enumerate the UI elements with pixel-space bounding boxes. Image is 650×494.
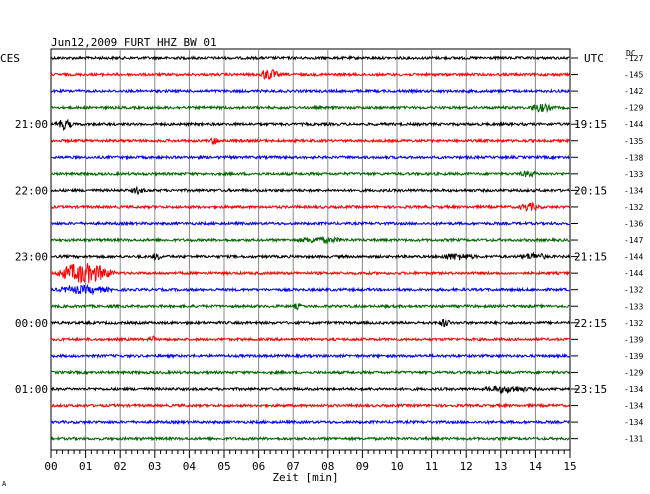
dc-offset-label: -127 xyxy=(624,54,643,63)
dc-offset-label: -133 xyxy=(624,170,643,179)
right-timezone-label: UTC xyxy=(584,52,604,65)
x-tick-label: 15 xyxy=(563,460,576,473)
seismogram-trace xyxy=(50,235,570,245)
dc-offset-label: -145 xyxy=(624,71,643,80)
dc-offset-label: -131 xyxy=(624,435,643,444)
dc-offset-label: -134 xyxy=(624,402,643,411)
seismogram-trace xyxy=(50,335,570,343)
seismogram-trace xyxy=(50,419,570,426)
right-time-label: 22:15 xyxy=(574,317,607,330)
dc-offset-label: -134 xyxy=(624,418,643,427)
seismogram-trace xyxy=(50,283,570,296)
dc-offset-label: -129 xyxy=(624,368,643,377)
x-tick-label: 08 xyxy=(321,460,334,473)
seismogram-trace xyxy=(50,402,570,409)
left-time-label: 00:00 xyxy=(15,317,48,330)
dc-offset-label: -136 xyxy=(624,220,643,229)
dc-offset-label: -147 xyxy=(624,236,643,245)
seismogram-trace xyxy=(50,170,570,178)
x-tick-label: 03 xyxy=(148,460,161,473)
dc-offset-label: -132 xyxy=(624,319,643,328)
dc-offset-label: -139 xyxy=(624,352,643,361)
x-tick-label: 06 xyxy=(252,460,265,473)
seismogram-trace xyxy=(50,201,570,213)
seismogram-trace xyxy=(50,352,570,360)
seismogram-trace xyxy=(50,319,570,328)
chart-title: Jun12,2009 FURT HHZ BW 01 xyxy=(51,36,217,49)
seismogram-trace xyxy=(50,55,570,62)
dc-label: DC xyxy=(626,49,636,58)
seismogram-trace xyxy=(50,302,570,311)
seismogram-trace xyxy=(50,69,570,80)
seismogram-trace xyxy=(50,263,570,285)
seismogram-trace xyxy=(50,137,570,146)
left-time-label: 23:00 xyxy=(15,251,48,264)
seismogram-trace xyxy=(50,102,570,113)
seismogram-trace xyxy=(50,435,570,442)
seismogram-trace xyxy=(50,385,570,395)
right-time-label: 19:15 xyxy=(574,118,607,131)
dc-offset-label: -135 xyxy=(624,137,643,146)
left-timezone-label: CES xyxy=(0,52,20,65)
x-tick-label: 13 xyxy=(494,460,507,473)
seismogram-trace xyxy=(50,185,570,196)
seismogram-trace xyxy=(50,220,570,227)
dc-offset-label: -134 xyxy=(624,186,643,195)
right-time-label: 21:15 xyxy=(574,251,607,264)
dc-offset-label: -133 xyxy=(624,302,643,311)
x-tick-label: 10 xyxy=(390,460,403,473)
x-tick-label: 14 xyxy=(529,460,543,473)
x-axis-label: Zeit [min] xyxy=(272,471,338,484)
dc-offset-label: -134 xyxy=(624,385,643,394)
seismogram-trace xyxy=(51,118,570,132)
seismogram-trace xyxy=(50,87,570,95)
dc-offset-label: -142 xyxy=(624,87,643,96)
x-tick-label: 01 xyxy=(79,460,92,473)
seismogram-trace xyxy=(50,154,570,161)
dc-offset-label: -138 xyxy=(624,153,643,162)
left-time-label: 21:00 xyxy=(15,118,48,131)
dc-offset-label: -132 xyxy=(624,203,643,212)
left-time-label: 01:00 xyxy=(15,383,48,396)
x-tick-label: 12 xyxy=(460,460,473,473)
left-time-label: 22:00 xyxy=(15,184,48,197)
grid xyxy=(50,48,578,458)
dc-offset-label: -139 xyxy=(624,335,643,344)
dc-offset-label: -144 xyxy=(624,120,643,129)
x-tick-label: 07 xyxy=(287,460,300,473)
seismogram-trace xyxy=(50,251,570,262)
dc-offset-label: -132 xyxy=(624,286,643,295)
right-time-label: 23:15 xyxy=(574,383,607,396)
x-tick-label: 09 xyxy=(356,460,369,473)
x-tick-label: 05 xyxy=(217,460,230,473)
x-tick-label: 00 xyxy=(44,460,57,473)
dc-offset-label: -129 xyxy=(624,104,643,113)
seismogram-trace xyxy=(50,369,570,376)
x-tick-label: 02 xyxy=(114,460,127,473)
traces xyxy=(50,55,570,442)
labels: 00 01 02 03 04 05 06 07 08 09 10 11 12 13 14 15 Zeit [mi… xyxy=(0,36,643,488)
x-tick-label: 04 xyxy=(183,460,197,473)
right-time-label: 20:15 xyxy=(574,184,607,197)
dc-offset-label: -144 xyxy=(624,253,643,262)
x-tick-label: 11 xyxy=(425,460,438,473)
corner-glyph: A xyxy=(2,480,7,488)
dc-offset-label: -144 xyxy=(624,269,643,278)
